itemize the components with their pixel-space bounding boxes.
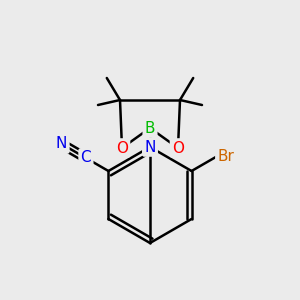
- Text: Br: Br: [218, 149, 234, 164]
- Text: O: O: [172, 140, 184, 155]
- Text: O: O: [116, 140, 128, 155]
- Text: N: N: [144, 140, 156, 154]
- Text: N: N: [56, 136, 68, 152]
- Text: C: C: [81, 151, 91, 166]
- Text: B: B: [145, 121, 155, 136]
